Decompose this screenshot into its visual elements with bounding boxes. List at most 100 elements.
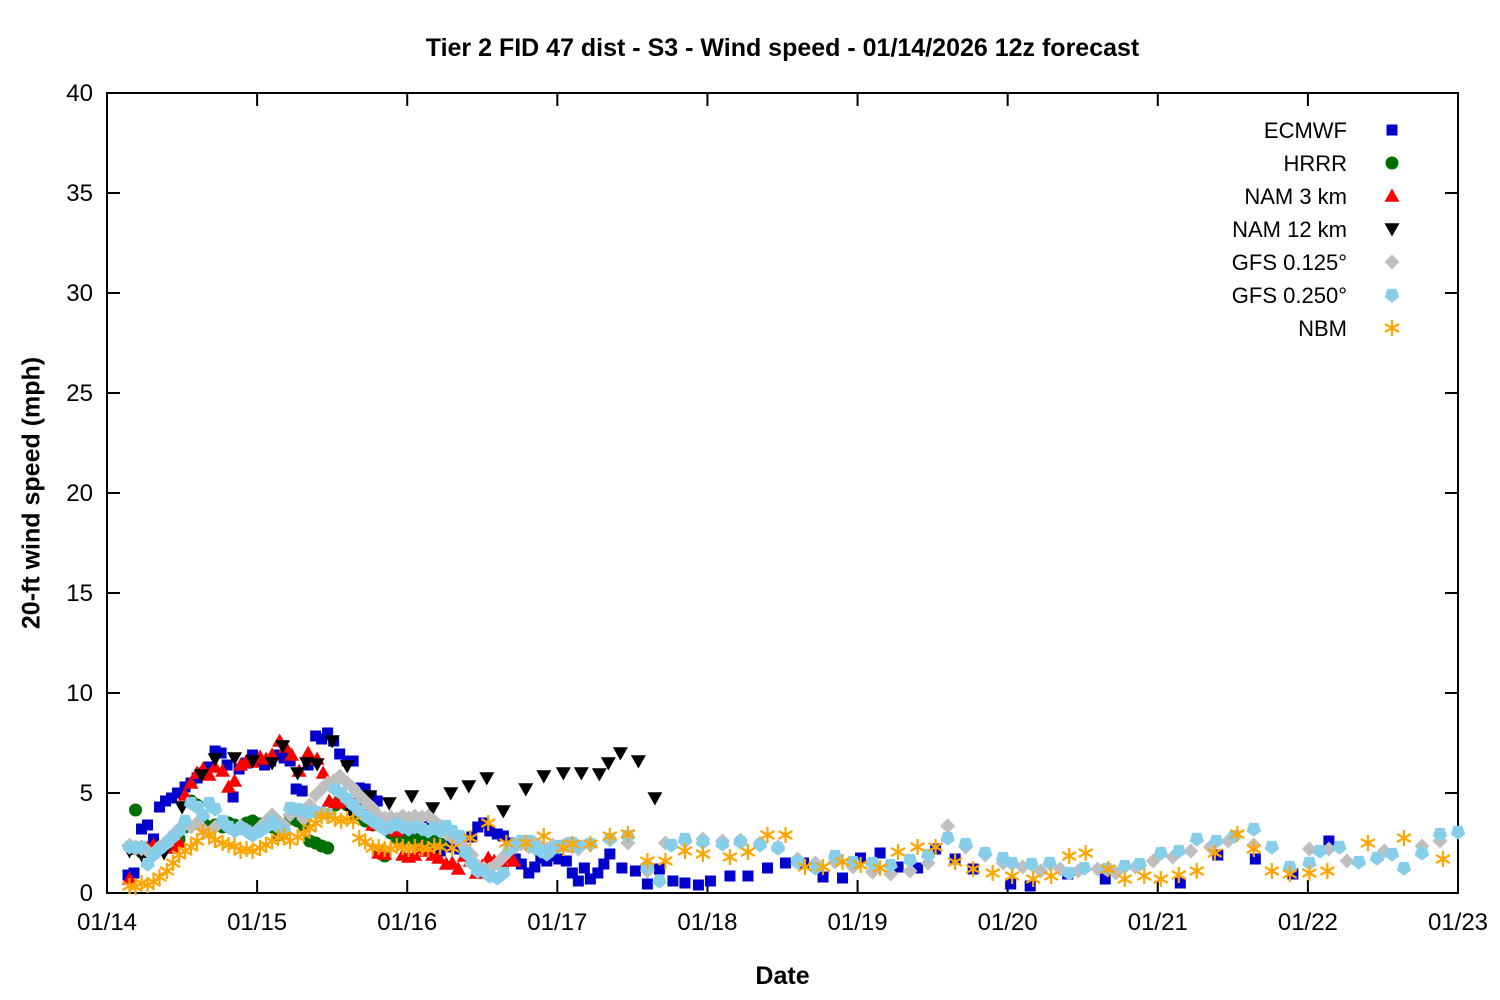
point-ecmwf: [704, 875, 716, 887]
point-gfs-0-250-: [1332, 840, 1347, 855]
point-nbm: [985, 868, 1001, 878]
point-nbm: [760, 830, 775, 840]
chart-title: Tier 2 FID 47 dist - S3 - Wind speed - 0…: [425, 34, 1140, 62]
point-nbm: [245, 846, 261, 856]
legend-label-gfs-0-125-: GFS 0.125°: [1232, 250, 1347, 275]
point-nbm: [357, 837, 373, 847]
point-nbm: [1264, 866, 1280, 876]
legend-label-nam-12-km: NAM 12 km: [1232, 217, 1347, 242]
point-gfs-0-250-: [677, 832, 693, 847]
point-nbm: [677, 846, 693, 856]
point-ecmwf: [874, 847, 886, 859]
point-nbm: [1136, 871, 1152, 881]
point-ecmwf: [136, 823, 148, 835]
point-nbm: [345, 816, 361, 826]
point-ecmwf: [629, 865, 641, 877]
point-nbm: [740, 847, 756, 857]
point-ecmwf: [334, 748, 346, 760]
point-gfs-0-250-: [977, 846, 993, 861]
point-nbm: [444, 843, 460, 853]
point-gfs-0-250-: [452, 829, 467, 844]
point-ecmwf: [472, 821, 484, 833]
point-nam-12-km: [324, 735, 340, 749]
point-ecmwf: [172, 787, 184, 799]
x-axis-label: Date: [755, 962, 810, 990]
point-nbm: [1189, 866, 1205, 876]
point-gfs-0-250-: [1024, 857, 1039, 872]
point-nbm: [227, 841, 243, 851]
point-nbm: [1396, 833, 1412, 843]
point-gfs-0-250-: [195, 808, 211, 823]
point-nam-3-km: [183, 775, 199, 789]
point-ecmwf: [572, 875, 584, 887]
point-nbm: [947, 857, 963, 867]
point-nam-12-km: [194, 769, 210, 783]
point-nbm: [276, 831, 292, 841]
point-nbm: [1319, 866, 1335, 876]
point-nbm: [1100, 864, 1116, 874]
point-gfs-0-250-: [733, 835, 748, 850]
point-nam-12-km: [227, 752, 243, 766]
point-nbm: [1360, 838, 1376, 848]
point-ecmwf: [227, 791, 239, 803]
plot-frame: [106, 92, 1459, 894]
point-nbm: [159, 866, 175, 876]
legend-marker-ecmwf: [1386, 124, 1398, 136]
legend-label-nam-3-km: NAM 3 km: [1244, 184, 1347, 209]
point-nbm: [1282, 869, 1298, 879]
point-ecmwf: [259, 759, 271, 771]
point-nbm: [320, 811, 336, 821]
point-nbm: [207, 835, 223, 845]
point-nbm: [1171, 870, 1187, 880]
point-nbm: [965, 864, 981, 874]
point-ecmwf: [724, 870, 736, 882]
point-nbm: [910, 842, 926, 852]
point-nbm: [1025, 874, 1041, 884]
point-ecmwf: [1287, 868, 1299, 880]
point-nbm: [152, 872, 168, 882]
point-nbm: [462, 833, 478, 843]
point-ecmwf: [478, 817, 490, 829]
point-nam-12-km: [536, 770, 552, 784]
point-gfs-0-125-: [902, 863, 918, 879]
legend-label-ecmwf: ECMWF: [1264, 118, 1347, 143]
point-nbm: [296, 829, 312, 839]
point-nam-12-km: [630, 755, 646, 769]
point-ecmwf: [209, 745, 221, 757]
point-nbm: [1061, 851, 1077, 861]
point-nam-12-km: [381, 797, 397, 811]
point-nbm: [365, 843, 381, 853]
point-nbm: [1246, 844, 1262, 854]
point-nbm: [302, 823, 318, 833]
point-gfs-0-250-: [902, 853, 918, 868]
point-gfs-0-250-: [883, 858, 898, 873]
point-nbm: [308, 818, 324, 828]
point-nbm: [1207, 848, 1223, 858]
x-tick-label: 01/15: [227, 909, 287, 936]
point-nbm: [314, 811, 330, 821]
point-ecmwf: [653, 863, 665, 875]
point-nbm: [333, 816, 349, 826]
point-ecmwf: [604, 848, 616, 860]
point-ecmwf: [560, 855, 572, 867]
point-gfs-0-125-: [1339, 853, 1355, 869]
point-gfs-0-250-: [1432, 827, 1448, 842]
point-nbm: [815, 862, 831, 872]
point-gfs-0-250-: [1312, 844, 1328, 859]
point-nam-12-km: [309, 758, 325, 772]
point-nbm: [201, 830, 217, 840]
point-ecmwf: [584, 873, 596, 885]
point-ecmwf: [290, 783, 302, 795]
point-nbm: [518, 838, 534, 848]
point-nbm: [564, 839, 580, 849]
y-tick-label: 10: [66, 680, 93, 707]
point-gfs-0-250-: [1209, 834, 1224, 849]
point-nam-12-km: [275, 740, 291, 754]
point-nam-12-km: [299, 757, 315, 771]
point-gfs-0-250-: [1077, 861, 1092, 876]
point-ecmwf: [578, 862, 590, 874]
point-gfs-0-250-: [1246, 822, 1262, 837]
point-ecmwf: [553, 853, 565, 865]
point-gfs-0-250-: [496, 866, 511, 881]
legend-marker-nbm: [1384, 323, 1400, 333]
